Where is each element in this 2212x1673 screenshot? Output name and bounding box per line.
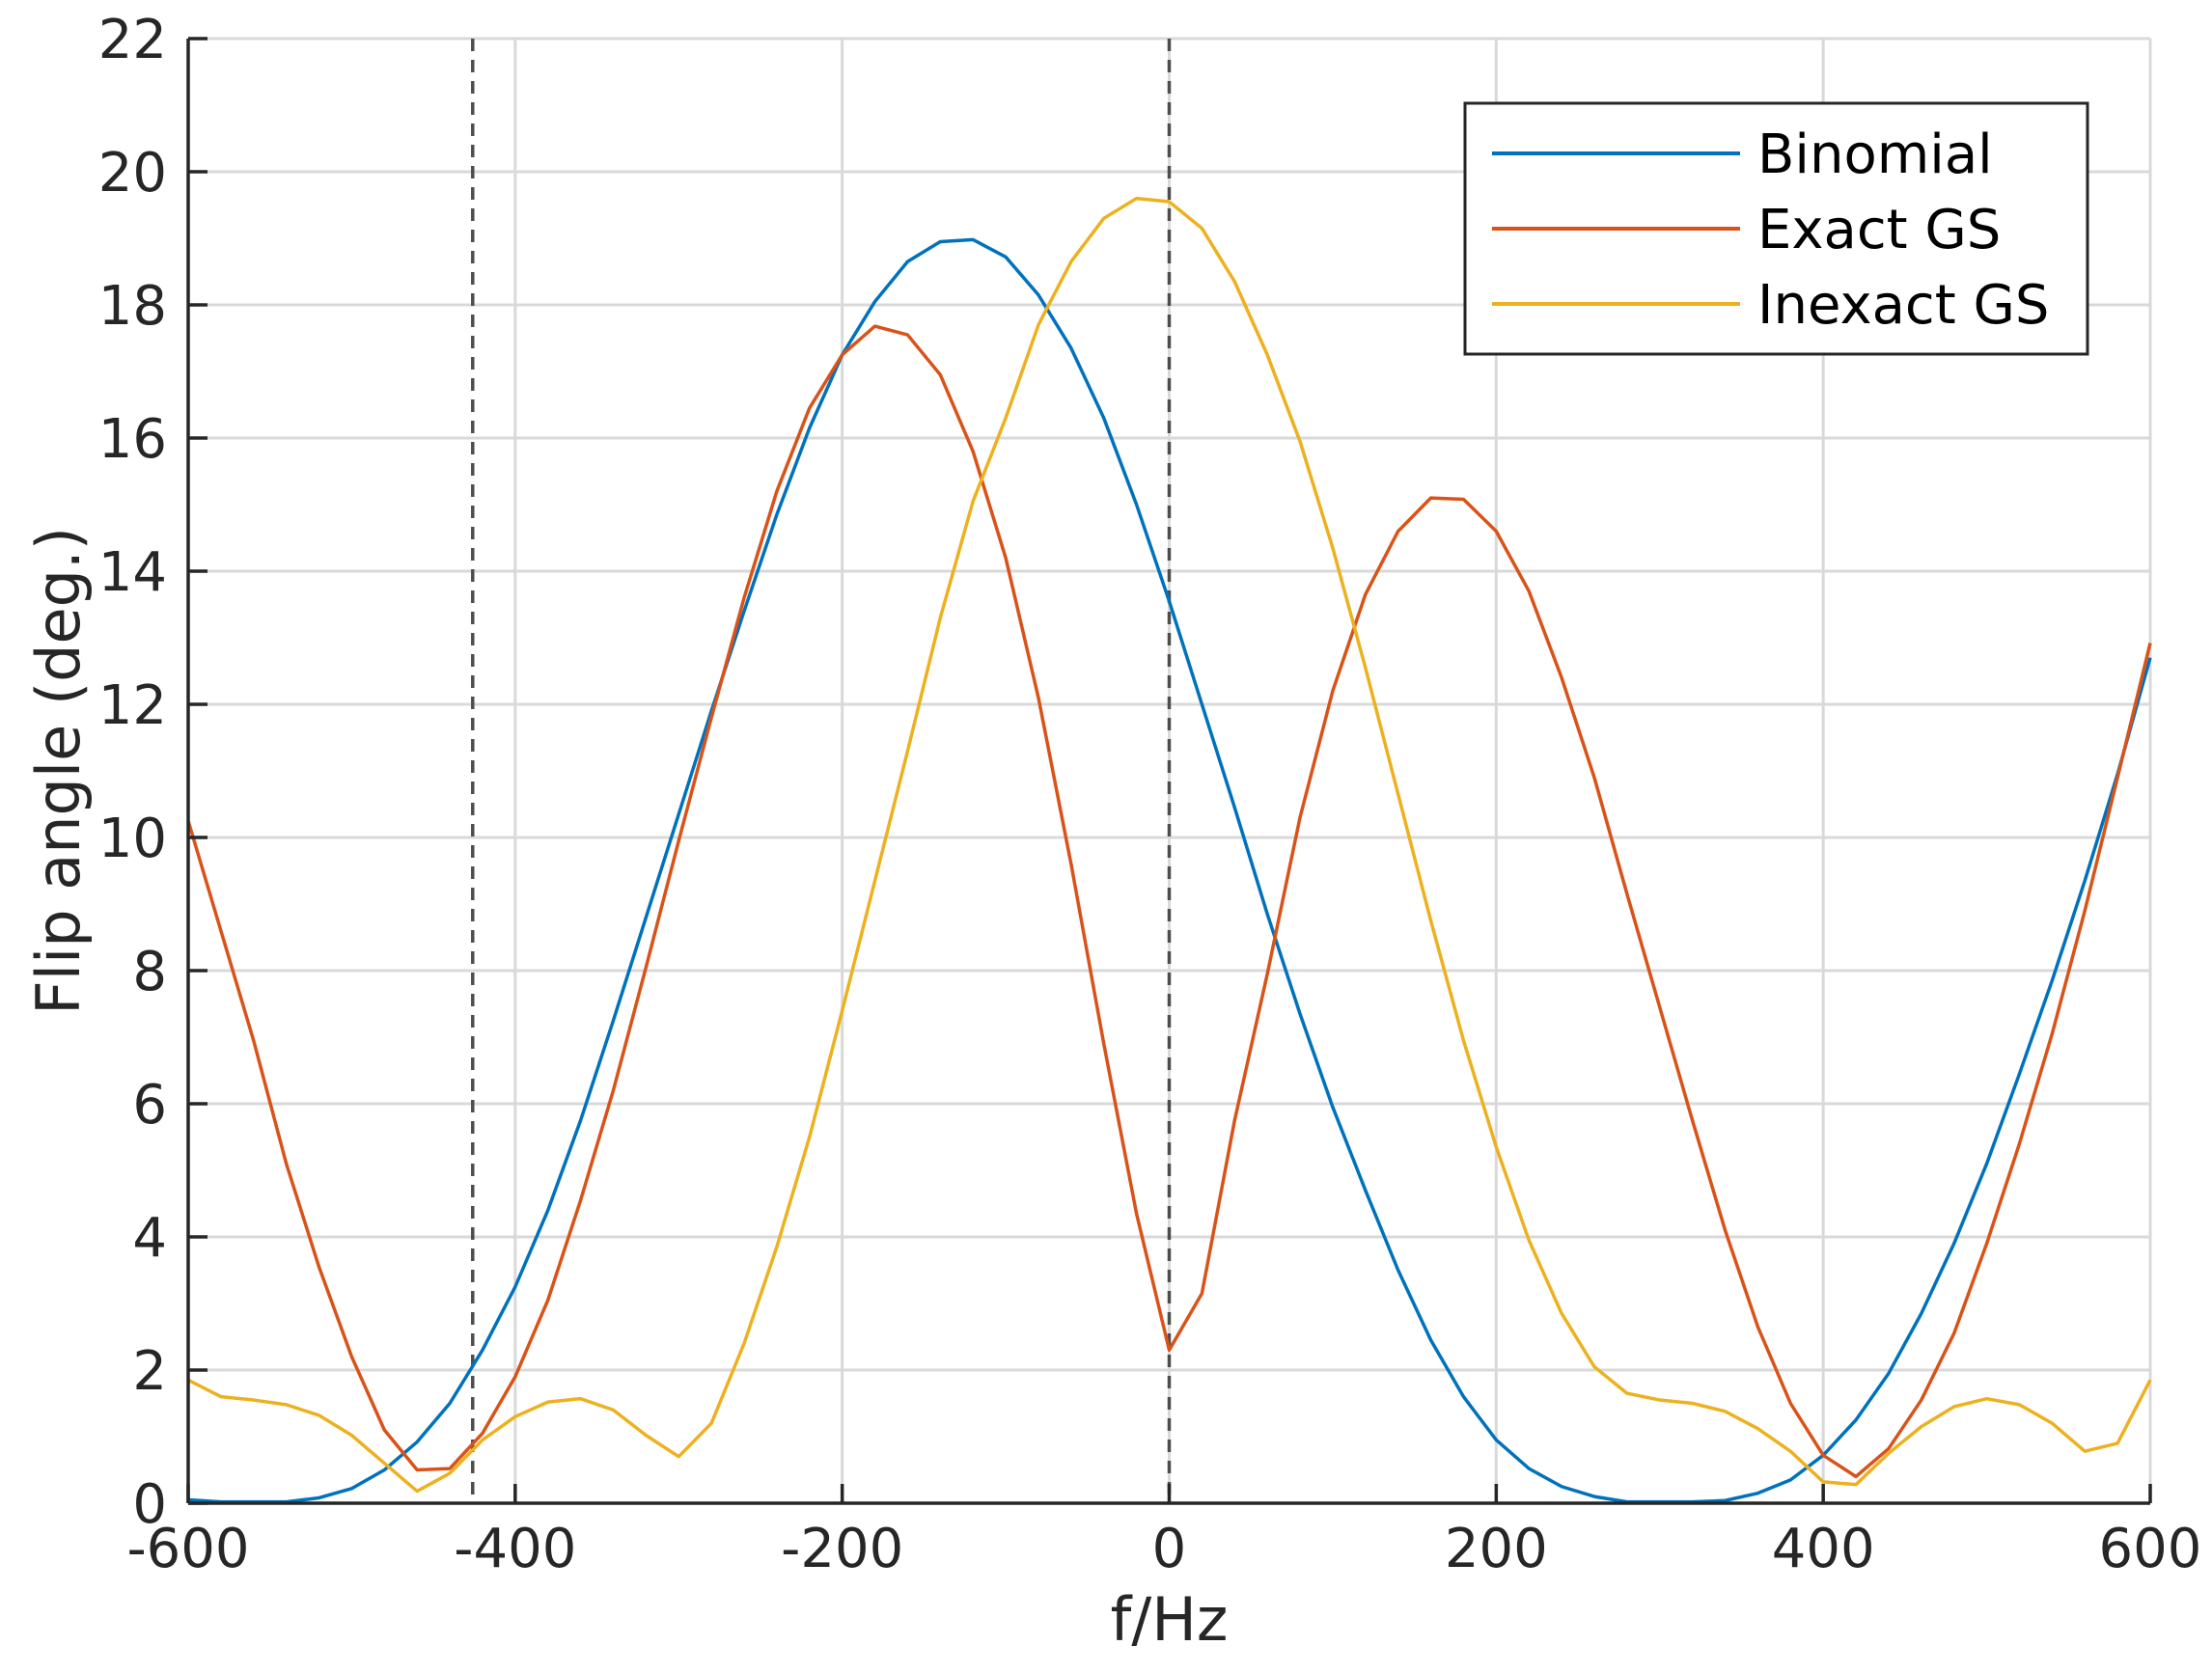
legend-label-inexact-gs: Inexact GS (1757, 274, 2049, 337)
legend: Binomial Exact GS Inexact GS (1463, 101, 2089, 356)
x-tick-label: -400 (454, 1518, 576, 1580)
series-layer (186, 196, 2152, 1504)
x-axis-label: f/Hz (1111, 1584, 1229, 1655)
y-tick-label: 16 (98, 408, 167, 471)
legend-label-binomial: Binomial (1757, 123, 1993, 186)
x-tick-label: 400 (1772, 1518, 1875, 1580)
x-tick-label: 600 (2099, 1518, 2202, 1580)
ticks-layer: -600 -400 -200 0 200 400 600 0 2 4 6 8 10 12 14 16 18 20 2… (98, 9, 2202, 1580)
series-line-exact-gs (186, 324, 2152, 1479)
y-tick-label: 2 (132, 1340, 167, 1403)
y-tick-label: 10 (98, 808, 167, 870)
y-tick-label: 8 (132, 941, 167, 1003)
reference-lines (471, 39, 1172, 1503)
x-tick-label: -200 (781, 1518, 903, 1580)
legend-label-exact-gs: Exact GS (1757, 199, 2001, 261)
y-tick-label: 4 (132, 1207, 167, 1270)
x-tick-label: 0 (1152, 1518, 1187, 1580)
y-tick-label: 14 (98, 541, 167, 604)
y-tick-label: 22 (98, 9, 167, 71)
series-line-inexact-gs (187, 196, 2152, 1494)
y-axis-label: Flip angle (deg.) (23, 527, 94, 1015)
y-tick-label: 18 (98, 275, 167, 338)
y-tick-label: 0 (132, 1473, 167, 1536)
y-tick-label: 12 (98, 674, 167, 737)
x-tick-label: 200 (1445, 1518, 1548, 1580)
y-tick-label: 6 (132, 1074, 167, 1137)
axes-layer (186, 37, 2152, 1505)
y-tick-label: 20 (98, 142, 167, 205)
x-tick-label: -600 (126, 1518, 249, 1580)
